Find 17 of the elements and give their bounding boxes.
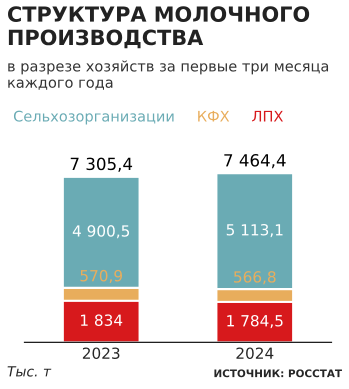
data-label: 1 784,5 (227, 314, 283, 328)
y-axis-title: Тыс. т (8, 366, 52, 377)
data-label: 570,9 (80, 270, 122, 284)
x-tick-label: 2023 (82, 347, 120, 360)
text: ИСТОЧНИК: РОССТАТ (214, 369, 342, 378)
data-label: 1 834 (81, 314, 122, 326)
total-label: 7 464,4 (224, 154, 286, 168)
text: ЛПХ (252, 110, 283, 122)
x-tick-label: 2024 (236, 347, 274, 360)
text: КФХ (198, 110, 230, 122)
data-label: 5 113,1 (226, 224, 283, 238)
chart-title: СТРУКТУРА МОЛОЧНОГО ПРОИЗВОДСТВА (8, 6, 310, 48)
total-label: 7 305,4 (70, 158, 132, 172)
data-label: 566,8 (234, 271, 276, 284)
text: Сельхозорганизации (14, 110, 174, 124)
data-label: 4 900,5 (72, 225, 130, 238)
chart-subtitle: в разрезе хозяйств за первые три месяца каждого года (8, 60, 328, 90)
